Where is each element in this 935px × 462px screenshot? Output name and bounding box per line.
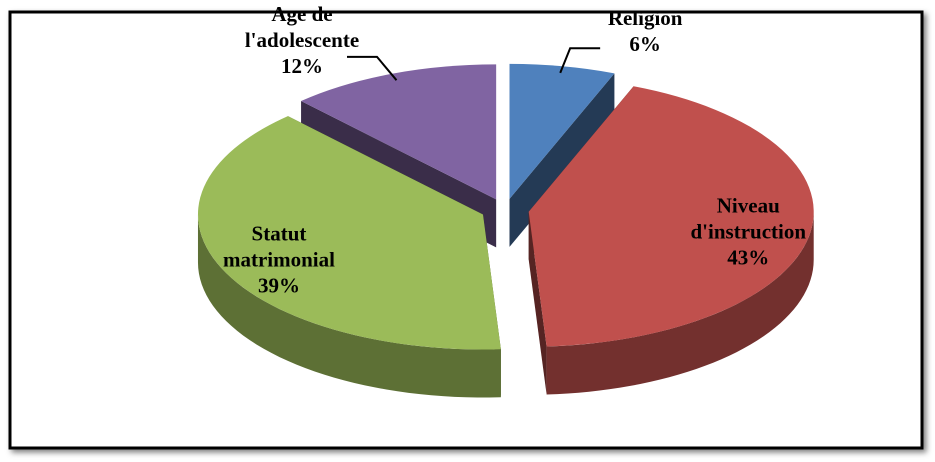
data-label: Religion 6% bbox=[608, 6, 683, 56]
slice bbox=[528, 86, 814, 395]
slice bbox=[301, 64, 497, 200]
leader-line bbox=[559, 47, 601, 74]
category-label: Niveau bbox=[717, 193, 780, 217]
slice bbox=[197, 116, 501, 350]
category-label: l'adolescente bbox=[245, 28, 359, 52]
data-label: Niveau d'instruction 43% bbox=[691, 193, 807, 269]
data-label: Statut matrimonial 39% bbox=[223, 221, 335, 297]
category-label: Religion bbox=[608, 6, 683, 30]
slice bbox=[509, 63, 615, 199]
slice bbox=[528, 86, 814, 347]
value-label: 39% bbox=[258, 273, 300, 297]
category-label: Age de bbox=[271, 2, 332, 26]
category-label: Statut bbox=[252, 221, 307, 245]
value-label: 43% bbox=[727, 245, 769, 269]
slice-side bbox=[546, 211, 814, 395]
slice bbox=[197, 116, 501, 398]
value-label: 12% bbox=[281, 54, 323, 78]
leader-line bbox=[347, 55, 398, 81]
value-label: 6% bbox=[629, 32, 661, 56]
data-label: Age de l'adolescente 12% bbox=[245, 2, 359, 78]
slice-side bbox=[528, 211, 547, 395]
category-label: d'instruction bbox=[691, 219, 807, 243]
slice-side bbox=[197, 214, 501, 398]
category-label: matrimonial bbox=[223, 247, 335, 271]
